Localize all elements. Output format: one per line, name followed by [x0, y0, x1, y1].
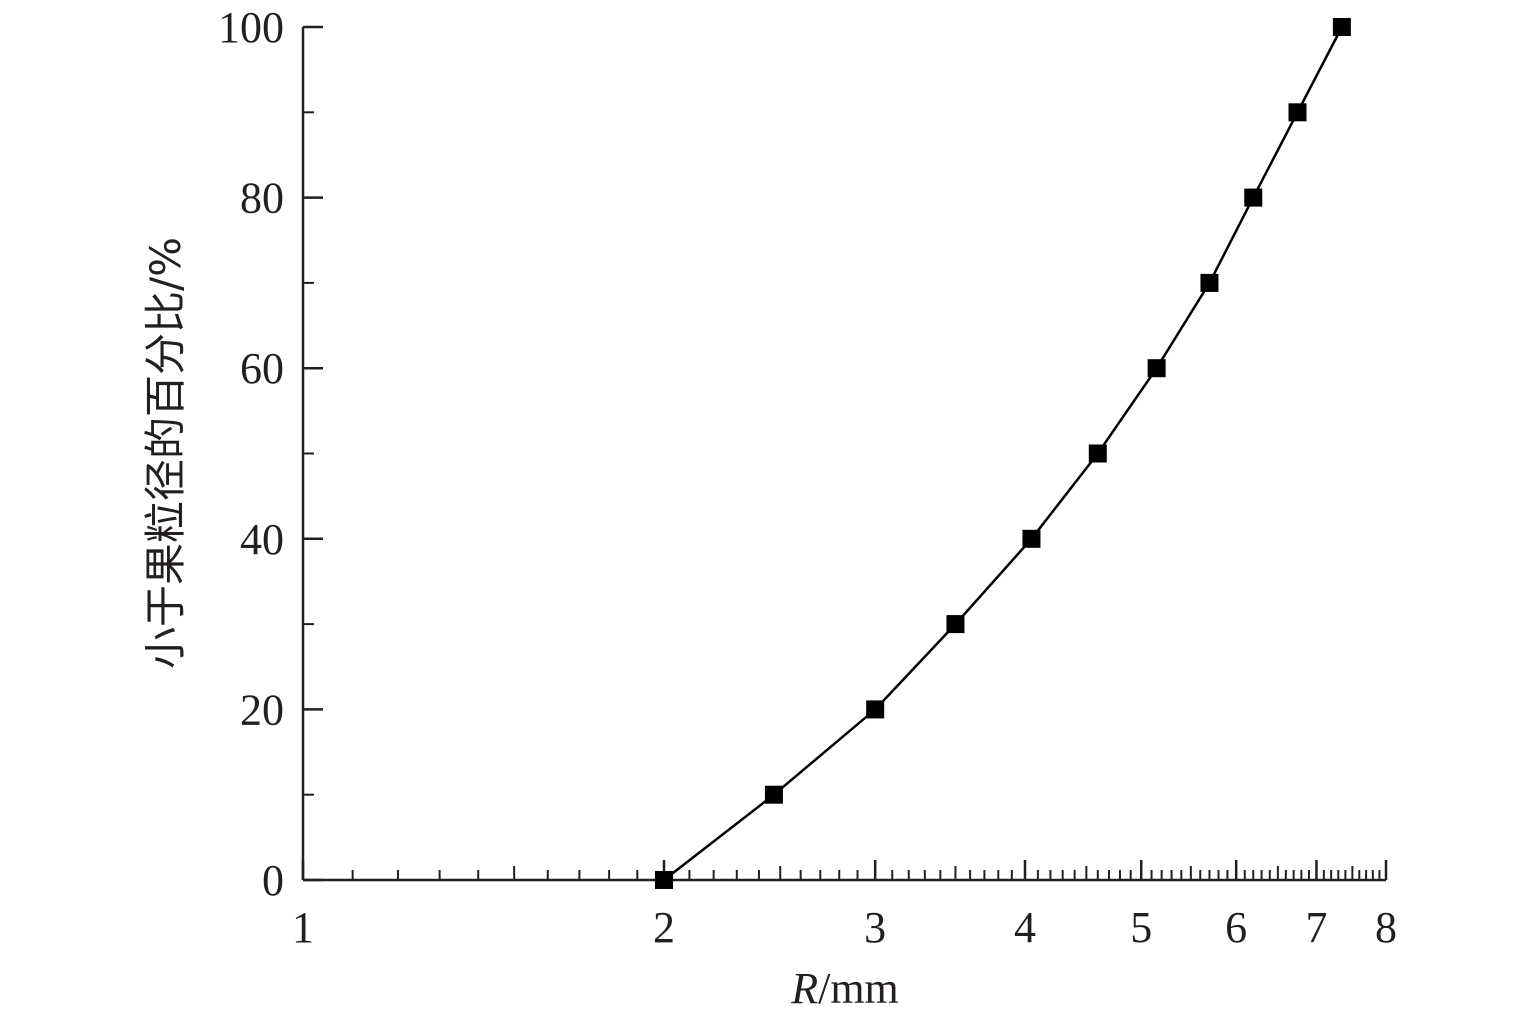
data-point-marker [1332, 18, 1351, 36]
data-point-marker [866, 700, 885, 719]
x-axis-title-variable: R [790, 964, 818, 1013]
data-series [655, 18, 1351, 889]
data-point-marker [1288, 103, 1307, 122]
x-tick-label: 2 [653, 903, 675, 952]
y-tick-label: 20 [240, 685, 284, 734]
x-axis-title-unit: /mm [818, 964, 899, 1013]
y-tick-label: 0 [262, 856, 284, 905]
data-point-marker [655, 871, 673, 889]
x-tick-label: 7 [1305, 903, 1327, 952]
data-point-marker [1022, 529, 1041, 548]
y-tick-label: 60 [240, 344, 284, 393]
y-tick-label: 100 [218, 3, 284, 52]
x-tick-label: 4 [1014, 903, 1036, 952]
x-tick-label: 5 [1130, 903, 1152, 952]
x-tick-label: 1 [292, 903, 314, 952]
data-point-marker [764, 785, 783, 804]
data-point-marker [1244, 188, 1263, 207]
y-tick-label: 40 [240, 515, 284, 564]
y-axis-ticks: 0 20 40 60 80 100 [218, 3, 323, 905]
series-line [663, 26, 1344, 881]
data-point-marker [946, 615, 965, 634]
x-axis-title: R/mm [790, 964, 899, 1013]
y-axis-title: 小于果粒径的百分比/% [141, 237, 190, 669]
data-point-marker [1147, 359, 1166, 378]
x-tick-label: 8 [1375, 903, 1397, 952]
y-tick-label: 80 [240, 174, 284, 223]
x-tick-label: 6 [1225, 903, 1247, 952]
x-tick-label: 3 [864, 903, 886, 952]
data-point-marker [1088, 444, 1107, 463]
axes [301, 27, 1386, 882]
data-point-marker [1200, 273, 1219, 292]
